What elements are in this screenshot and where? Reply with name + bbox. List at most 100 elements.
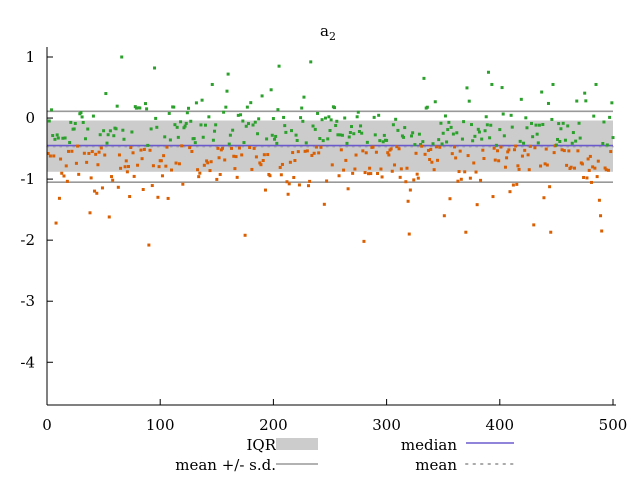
data-point	[355, 115, 359, 119]
data-point	[149, 127, 153, 131]
data-point	[503, 165, 507, 169]
data-point	[586, 157, 590, 161]
data-point	[334, 124, 338, 128]
data-point	[523, 148, 527, 152]
data-point	[596, 159, 600, 163]
data-point	[226, 72, 230, 76]
data-point	[611, 136, 615, 140]
data-point	[468, 176, 472, 180]
data-point	[213, 129, 217, 133]
data-point	[243, 233, 247, 237]
data-point	[526, 153, 530, 157]
data-point	[466, 154, 470, 158]
data-point	[412, 178, 416, 182]
data-point	[508, 190, 512, 194]
data-point	[446, 128, 450, 132]
data-point	[95, 191, 99, 195]
data-point	[214, 123, 218, 127]
data-point	[123, 165, 127, 169]
legend-label-mean: mean	[415, 456, 457, 474]
data-point	[61, 136, 65, 140]
y-tick-label: -2	[20, 231, 35, 249]
data-point	[199, 123, 203, 127]
data-point	[456, 179, 460, 183]
data-point	[559, 127, 563, 131]
y-tick-label: 0	[25, 109, 35, 127]
data-point	[127, 165, 131, 169]
data-point	[501, 112, 505, 116]
data-point	[270, 133, 274, 137]
data-point	[54, 221, 58, 225]
data-point	[519, 97, 523, 101]
data-point	[529, 121, 533, 125]
data-point	[594, 82, 598, 86]
data-point	[343, 116, 347, 120]
data-point	[483, 129, 487, 133]
data-point	[292, 175, 296, 179]
y-tick-label: 1	[25, 48, 35, 66]
data-point	[591, 165, 595, 169]
data-point	[457, 170, 461, 174]
data-point	[325, 179, 329, 183]
data-point	[217, 156, 221, 160]
data-point	[119, 166, 123, 170]
data-point	[172, 105, 176, 109]
data-point	[430, 160, 434, 164]
data-point	[60, 171, 64, 175]
data-point	[91, 114, 95, 118]
data-point	[242, 141, 246, 145]
data-point	[62, 174, 66, 178]
data-point	[603, 166, 607, 170]
data-point	[347, 135, 351, 139]
data-point	[259, 163, 263, 167]
data-point	[442, 214, 446, 218]
data-point	[250, 167, 254, 171]
data-point	[511, 183, 515, 187]
data-point	[279, 173, 283, 177]
data-point	[445, 140, 449, 144]
data-point	[518, 139, 522, 143]
data-point	[354, 153, 358, 157]
data-point	[479, 178, 483, 182]
data-point	[96, 163, 100, 167]
data-point	[69, 120, 73, 124]
data-point	[87, 151, 91, 155]
data-point	[167, 111, 171, 115]
data-point	[507, 148, 511, 152]
data-point	[350, 125, 354, 129]
data-point	[566, 124, 570, 128]
data-point	[77, 172, 81, 176]
data-point	[219, 148, 223, 152]
data-point	[105, 141, 109, 145]
data-point	[432, 168, 436, 172]
data-point	[391, 123, 395, 127]
data-point	[310, 153, 314, 157]
data-point	[481, 148, 485, 152]
data-point	[318, 137, 322, 141]
data-point	[571, 131, 575, 135]
data-point	[305, 149, 309, 153]
data-point	[122, 137, 126, 141]
data-point	[584, 99, 588, 103]
data-point	[420, 144, 424, 148]
data-point	[470, 123, 473, 127]
data-point	[288, 160, 292, 164]
data-point	[104, 92, 108, 96]
data-point	[454, 156, 458, 160]
data-point	[458, 149, 462, 153]
data-point	[346, 187, 350, 191]
data-point	[81, 120, 85, 124]
data-point	[337, 174, 341, 178]
data-point	[595, 175, 599, 179]
data-point	[505, 156, 509, 160]
data-point	[371, 145, 375, 149]
data-point	[497, 159, 501, 163]
data-point	[336, 133, 340, 137]
data-point	[51, 134, 55, 138]
data-point	[360, 131, 364, 135]
data-point	[237, 146, 241, 150]
data-point	[222, 110, 226, 114]
data-point	[520, 154, 524, 158]
data-point	[273, 137, 277, 141]
data-point	[473, 134, 477, 138]
